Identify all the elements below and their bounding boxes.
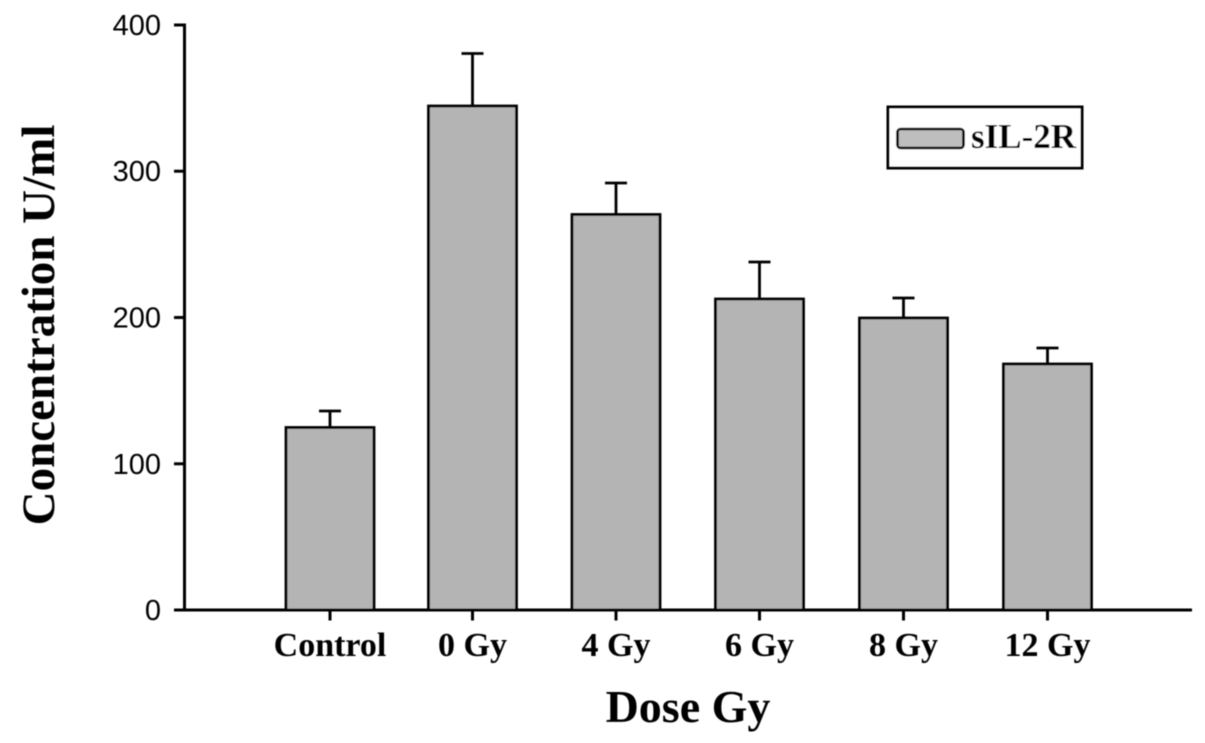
svg-text:4 Gy: 4 Gy [582, 627, 651, 664]
svg-text:sIL-2R: sIL-2R [971, 117, 1077, 156]
svg-text:Control: Control [274, 627, 387, 664]
svg-text:200: 200 [113, 303, 161, 335]
svg-text:0: 0 [145, 595, 161, 627]
svg-text:100: 100 [113, 449, 161, 481]
svg-text:12 Gy: 12 Gy [1005, 627, 1091, 664]
svg-text:300: 300 [113, 156, 161, 188]
svg-text:400: 400 [113, 10, 161, 42]
svg-text:6 Gy: 6 Gy [725, 627, 794, 664]
svg-text:0 Gy: 0 Gy [438, 627, 507, 664]
svg-text:8 Gy: 8 Gy [869, 627, 938, 664]
svg-text:Concentration U/ml: Concentration U/ml [13, 125, 65, 526]
svg-text:Dose Gy: Dose Gy [606, 681, 771, 732]
